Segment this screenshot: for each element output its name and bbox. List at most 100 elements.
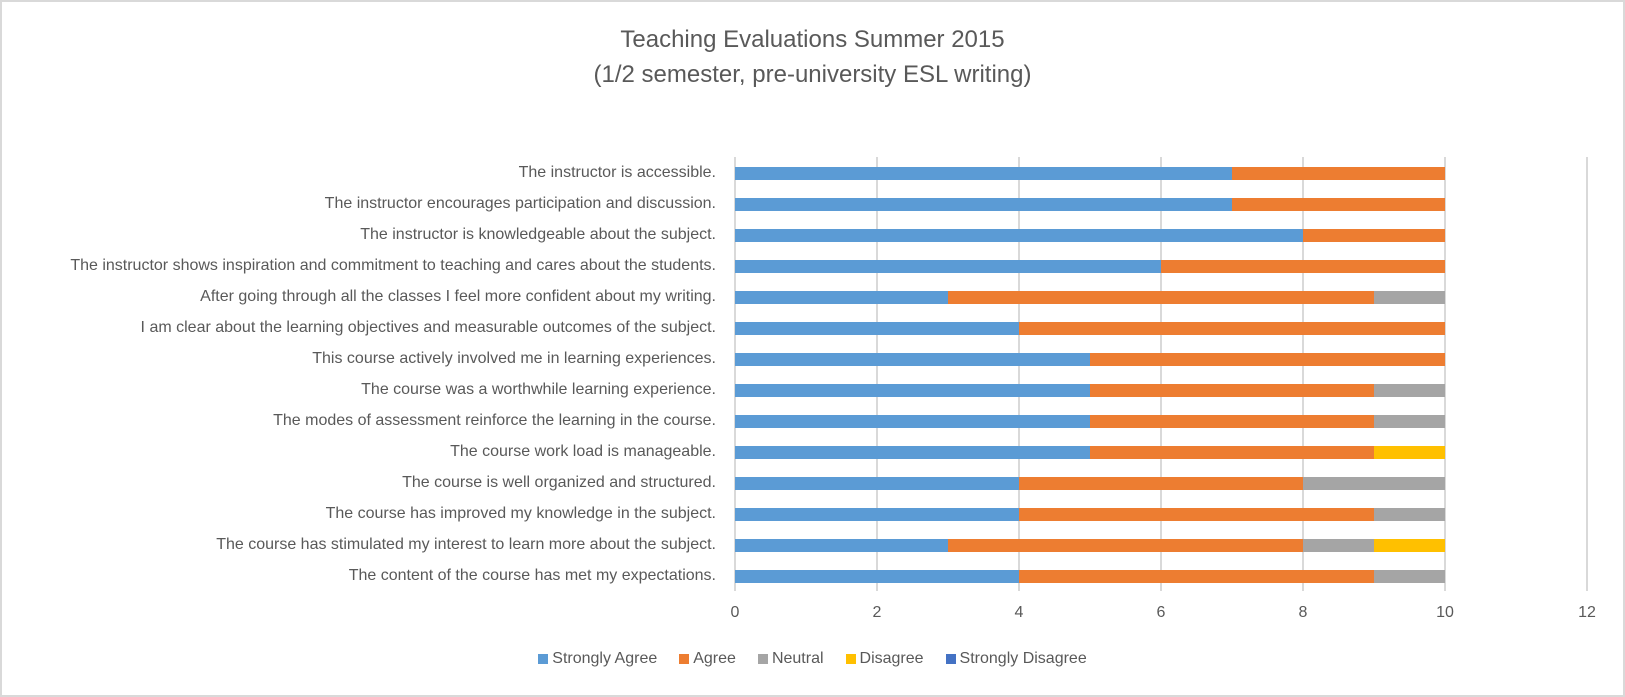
stacked-bar bbox=[735, 570, 1445, 583]
legend-label: Disagree bbox=[859, 650, 924, 667]
bar-row bbox=[735, 467, 1587, 498]
bar-segment-strongly-agree bbox=[735, 353, 1090, 366]
stacked-bar bbox=[735, 353, 1445, 366]
category-label: This course actively involved me in lear… bbox=[312, 350, 716, 367]
bar-row bbox=[735, 374, 1587, 405]
bar-row bbox=[735, 281, 1587, 312]
bar-segment-agree bbox=[948, 291, 1374, 304]
gridline bbox=[1018, 157, 1020, 591]
gridline bbox=[1586, 157, 1588, 591]
legend-item-neutral: Neutral bbox=[757, 650, 824, 668]
legend: Strongly Agree Agree Neutral Disagree Strong… bbox=[0, 650, 1625, 668]
x-tick-label: 12 bbox=[1578, 604, 1596, 621]
gridline bbox=[1302, 157, 1304, 591]
stacked-bar bbox=[735, 508, 1445, 521]
category-label: The course has improved my knowledge in … bbox=[325, 505, 716, 522]
bar-segment-strongly-agree bbox=[735, 446, 1090, 459]
stacked-bar bbox=[735, 446, 1445, 459]
bar-segment-neutral bbox=[1374, 508, 1445, 521]
bar-row bbox=[735, 157, 1587, 188]
bar-segment-neutral bbox=[1374, 570, 1445, 583]
legend-item-agree: Agree bbox=[679, 650, 736, 668]
x-tick-label: 2 bbox=[872, 604, 882, 621]
chart-subtitle: (1/2 semester, pre-university ESL writin… bbox=[593, 61, 1032, 88]
bar-segment-strongly-agree bbox=[735, 415, 1090, 428]
axis-line bbox=[734, 157, 736, 591]
category-label: The course has stimulated my interest to… bbox=[216, 536, 716, 553]
bar-segment-agree bbox=[1019, 508, 1374, 521]
bar-segment-strongly-agree bbox=[735, 260, 1161, 273]
legend-swatch-icon bbox=[538, 654, 549, 664]
category-label: The instructor shows inspiration and com… bbox=[70, 257, 716, 274]
legend-item-strongly-disagree: Strongly Disagree bbox=[945, 650, 1087, 668]
category-label: The course is well organized and structu… bbox=[402, 474, 716, 491]
x-tick-label: 4 bbox=[1014, 604, 1024, 621]
bar-row bbox=[735, 436, 1587, 467]
legend-label: Strongly Agree bbox=[552, 650, 658, 667]
stacked-bar bbox=[735, 167, 1445, 180]
bar-row bbox=[735, 529, 1587, 560]
bar-segment-agree bbox=[1303, 229, 1445, 242]
bar-row bbox=[735, 560, 1587, 591]
x-tick-label: 10 bbox=[1436, 604, 1454, 621]
stacked-bar bbox=[735, 229, 1445, 242]
bar-segment-agree bbox=[948, 539, 1303, 552]
legend-label: Agree bbox=[693, 650, 736, 667]
bar-segment-strongly-agree bbox=[735, 477, 1019, 490]
stacked-bar bbox=[735, 415, 1445, 428]
bar-segment-agree bbox=[1161, 260, 1445, 273]
category-label: The course was a worthwhile learning exp… bbox=[361, 381, 716, 398]
bar-segment-strongly-agree bbox=[735, 322, 1019, 335]
bar-segment-neutral bbox=[1374, 415, 1445, 428]
bar-segment-neutral bbox=[1303, 477, 1445, 490]
legend-item-strongly-agree: Strongly Agree bbox=[538, 650, 657, 668]
bar-segment-agree bbox=[1019, 477, 1303, 490]
bar-segment-disagree bbox=[1374, 446, 1445, 459]
bar-segment-strongly-agree bbox=[735, 539, 948, 552]
bar-segment-strongly-agree bbox=[735, 291, 948, 304]
bar-segment-disagree bbox=[1374, 539, 1445, 552]
bar-segment-agree bbox=[1232, 198, 1445, 211]
stacked-bar bbox=[735, 260, 1445, 273]
legend-label: Strongly Disagree bbox=[959, 650, 1087, 667]
bar-segment-strongly-agree bbox=[735, 384, 1090, 397]
category-label: The modes of assessment reinforce the le… bbox=[273, 412, 716, 429]
legend-label: Neutral bbox=[771, 650, 824, 667]
bar-segment-strongly-agree bbox=[735, 229, 1303, 242]
bar-segment-agree bbox=[1019, 322, 1445, 335]
bar-segment-agree bbox=[1232, 167, 1445, 180]
bar-segment-strongly-agree bbox=[735, 570, 1019, 583]
category-label: The instructor is accessible. bbox=[518, 164, 716, 181]
x-tick-label: 8 bbox=[1298, 604, 1308, 621]
bar-segment-agree bbox=[1090, 353, 1445, 366]
stacked-bar bbox=[735, 477, 1445, 490]
category-label: I am clear about the learning objectives… bbox=[140, 319, 716, 336]
bar-segment-neutral bbox=[1374, 384, 1445, 397]
x-tick-label: 0 bbox=[730, 604, 740, 621]
bar-row bbox=[735, 219, 1587, 250]
gridline bbox=[1160, 157, 1162, 591]
category-label: The content of the course has met my exp… bbox=[348, 567, 716, 584]
x-tick-label: 6 bbox=[1156, 604, 1166, 621]
bar-row bbox=[735, 405, 1587, 436]
legend-swatch-icon bbox=[945, 654, 956, 664]
bar-segment-neutral bbox=[1374, 291, 1445, 304]
gridline bbox=[1444, 157, 1446, 591]
bar-segment-neutral bbox=[1303, 539, 1374, 552]
gridline bbox=[876, 157, 878, 591]
stacked-bar bbox=[735, 198, 1445, 211]
stacked-bar bbox=[735, 291, 1445, 304]
bar-row bbox=[735, 250, 1587, 281]
bar-row bbox=[735, 343, 1587, 374]
stacked-bar bbox=[735, 322, 1445, 335]
legend-swatch-icon bbox=[757, 654, 768, 664]
bar-segment-agree bbox=[1019, 570, 1374, 583]
stacked-bar bbox=[735, 384, 1445, 397]
bar-segment-agree bbox=[1090, 446, 1374, 459]
category-label: After going through all the classes I fe… bbox=[200, 288, 716, 305]
bar-row bbox=[735, 312, 1587, 343]
category-label: The course work load is manageable. bbox=[450, 443, 716, 460]
chart-title-line1: Teaching Evaluations Summer 2015 bbox=[620, 26, 1005, 53]
legend-item-disagree: Disagree bbox=[845, 650, 924, 668]
stacked-bar bbox=[735, 539, 1445, 552]
